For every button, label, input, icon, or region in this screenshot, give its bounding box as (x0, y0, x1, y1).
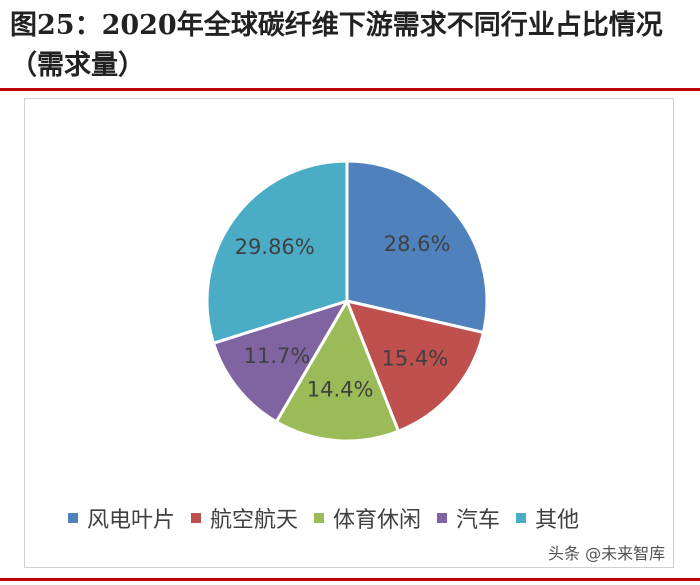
pie-slice-other (205, 159, 349, 345)
pie-label-aerospace: 15.4% (382, 346, 449, 370)
pie-label-wind: 28.6% (384, 232, 451, 256)
legend-swatch-automotive (437, 513, 448, 523)
legend-swatch-other (516, 513, 527, 523)
legend-label-wind: 风电叶片 (87, 508, 176, 533)
legend-label-other: 其他 (535, 508, 580, 533)
pie-label-automotive: 11.7% (244, 344, 311, 368)
legend-swatch-sports (314, 513, 325, 523)
legend-label-automotive: 汽车 (456, 508, 501, 533)
pie-slice-aerospace (345, 299, 485, 433)
legend-item-wind: 风电叶片 (68, 502, 175, 534)
legend-item-sports: 体育休闲 (314, 502, 421, 534)
legend-label-aerospace: 航空航天 (210, 508, 299, 533)
title-divider (0, 88, 700, 91)
pie-label-other: 29.86% (235, 235, 315, 259)
chart-legend: 风电叶片 航空航天 体育休闲 汽车 其他 (68, 502, 579, 534)
legend-swatch-wind (68, 513, 78, 523)
watermark: 头条 @未来智库 (548, 544, 666, 563)
bottom-divider (0, 578, 700, 581)
pie-label-sports: 14.4% (307, 377, 374, 401)
legend-item-automotive: 汽车 (437, 502, 500, 534)
legend-label-sports: 体育休闲 (333, 508, 422, 533)
pie-slice-sports (274, 299, 400, 443)
pie-slice-automotive (212, 299, 349, 424)
chart-title: 图25：2020年全球碳纤维下游需求不同行业占比情况（需求量） (10, 10, 663, 81)
legend-item-aerospace: 航空航天 (191, 502, 298, 534)
legend-swatch-aerospace (191, 513, 202, 523)
legend-item-other: 其他 (516, 502, 579, 534)
pie-slice-wind (345, 159, 489, 334)
